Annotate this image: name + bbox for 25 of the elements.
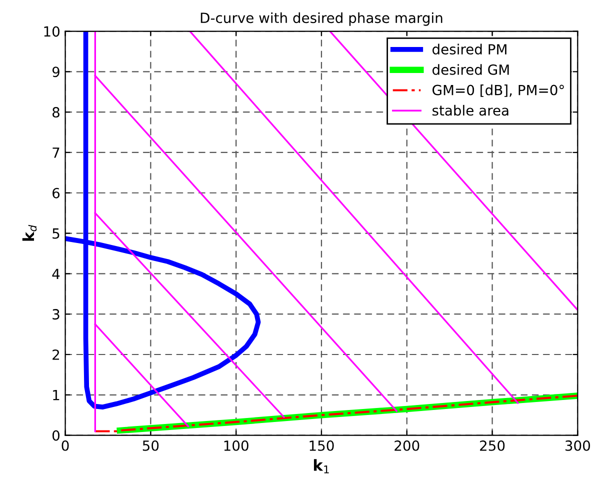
y-tick-label: 3 [52, 309, 60, 320]
y-tick-label: 7 [52, 148, 60, 158]
x-tick-label: 100 [224, 440, 248, 451]
y-tick-label: 10 [44, 26, 60, 37]
chart-title: D-curve with desired phase margin [200, 12, 442, 26]
x-axis-title: k$_{1}$ [314, 459, 329, 474]
legend-label: desired GM [432, 64, 509, 75]
y-tick-label: 1 [53, 390, 60, 400]
x-tick-label: 0 [62, 440, 69, 451]
y-tick-label: 6 [52, 188, 60, 198]
y-tick-label: 2 [52, 349, 60, 360]
y-tick-label: 5 [52, 228, 60, 239]
x-tick-label: 200 [394, 440, 420, 451]
legend-label: GM=0 [dB], PM=0° [432, 84, 564, 97]
legend-label: desired PM [432, 44, 506, 55]
y-tick-label: 8 [52, 107, 60, 118]
legend-label: stable area [432, 104, 508, 116]
y-tick-label: 4 [52, 268, 60, 279]
x-tick-label: 300 [565, 440, 590, 451]
x-tick-label: 250 [480, 440, 505, 451]
y-tick-label: 9 [52, 66, 60, 78]
y-axis-title: k$_{d}$ [22, 224, 37, 241]
x-tick-label: 150 [310, 440, 334, 451]
y-tick-label: 0 [52, 430, 60, 441]
x-tick-label: 50 [142, 440, 159, 451]
